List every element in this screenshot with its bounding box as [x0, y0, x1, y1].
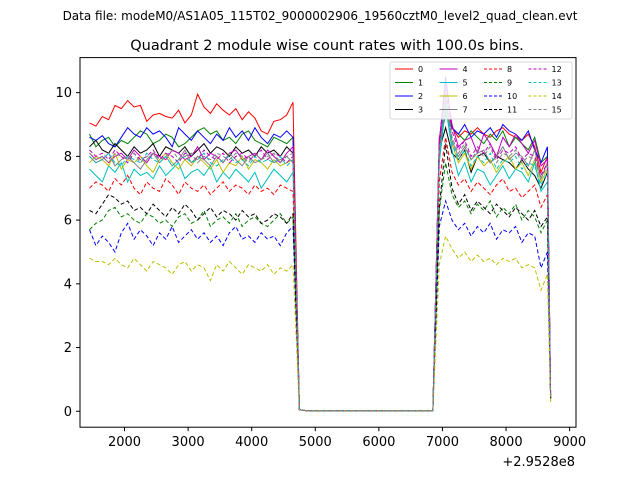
- legend-label-0: 0: [418, 65, 423, 74]
- legend-label-14: 14: [552, 92, 562, 101]
- legend-label-6: 6: [463, 92, 468, 101]
- series-line-12: [89, 89, 552, 412]
- series-line-13: [89, 102, 552, 412]
- y-tick-label: 2: [64, 341, 72, 356]
- legend-label-15: 15: [552, 106, 562, 115]
- y-tick-label: 0: [64, 405, 72, 420]
- legend-label-5: 5: [463, 79, 468, 88]
- legend-label-7: 7: [463, 106, 468, 115]
- axis-layer: 2000 3000 4000 5000 6000 7000 8000 9000 0 2 4 6 8 10: [55, 86, 586, 450]
- series-layer: [89, 76, 552, 412]
- series-line-0: [89, 92, 552, 412]
- series-line-10: [89, 199, 552, 412]
- series-line-6: [89, 92, 552, 412]
- x-tick-label: 6000: [362, 435, 395, 450]
- x-offset-label: +2.9528e8: [502, 455, 575, 470]
- y-tick-label: 4: [64, 277, 72, 292]
- series-line-1: [89, 113, 552, 412]
- chart-suptitle: Data file: modeM0/AS1A05_115T02_90000029…: [63, 9, 578, 23]
- legend-label-13: 13: [552, 79, 562, 88]
- legend-label-8: 8: [507, 65, 512, 74]
- legend-label-4: 4: [463, 65, 468, 74]
- legend-label-2: 2: [418, 92, 423, 101]
- x-tick-label: 7000: [426, 435, 459, 450]
- legend-label-1: 1: [418, 79, 423, 88]
- series-line-11: [89, 143, 552, 412]
- series-line-2: [89, 76, 552, 412]
- y-tick-label: 8: [64, 150, 72, 165]
- series-line-15: [89, 95, 552, 412]
- legend-box: [389, 61, 573, 120]
- x-tick-label: 3000: [172, 435, 205, 450]
- x-tick-label: 9000: [553, 435, 586, 450]
- legend-label-10: 10: [507, 92, 517, 101]
- x-tick-label: 5000: [299, 435, 332, 450]
- legend-label-9: 9: [507, 79, 512, 88]
- x-tick-label: 4000: [235, 435, 268, 450]
- series-line-8: [89, 137, 552, 412]
- legend-label-3: 3: [418, 106, 423, 115]
- x-tick-label: 2000: [108, 435, 141, 450]
- legend-label-11: 11: [507, 106, 517, 115]
- x-tick-label: 8000: [490, 435, 523, 450]
- chart-title: Quadrant 2 module wise count rates with …: [130, 38, 524, 54]
- legend-label-12: 12: [552, 65, 562, 74]
- series-line-14: [89, 234, 552, 412]
- series-line-5: [89, 105, 552, 412]
- y-tick-label: 6: [64, 214, 72, 229]
- y-tick-label: 10: [55, 86, 72, 101]
